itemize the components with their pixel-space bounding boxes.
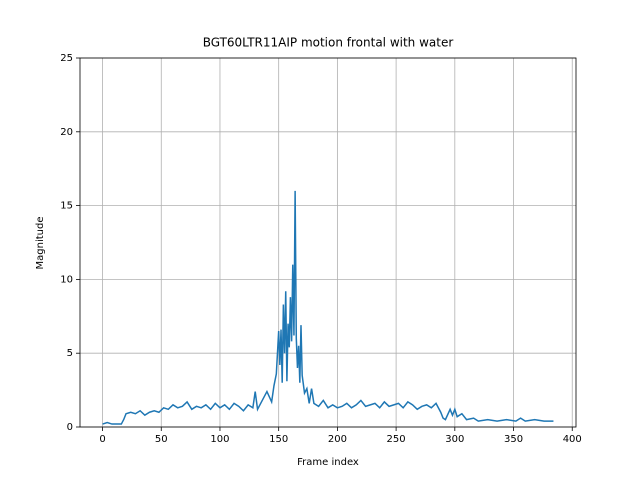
x-tick-label: 350 xyxy=(504,434,523,445)
x-tick-label: 200 xyxy=(328,434,347,445)
y-tick-label: 20 xyxy=(60,127,73,138)
x-tick-label: 250 xyxy=(387,434,406,445)
axes-frame xyxy=(79,57,577,428)
x-tick-label: 0 xyxy=(99,434,105,445)
y-axis-label: Magnitude xyxy=(35,217,46,270)
x-axis-label: Frame index xyxy=(297,457,359,468)
y-tick-label: 25 xyxy=(60,53,73,64)
x-tick-label: 50 xyxy=(155,434,168,445)
chart-title: BGT60LTR11AIP motion frontal with water xyxy=(203,36,454,50)
y-tick-label: 10 xyxy=(60,274,73,285)
x-tick-label: 100 xyxy=(210,434,229,445)
y-tick-label: 15 xyxy=(60,201,73,212)
x-tick-label: 400 xyxy=(563,434,582,445)
x-tick-label: 300 xyxy=(445,434,464,445)
y-tick-label: 0 xyxy=(67,422,73,433)
x-tick-label: 150 xyxy=(269,434,288,445)
line-series xyxy=(102,190,554,425)
y-tick-label: 5 xyxy=(67,348,73,359)
